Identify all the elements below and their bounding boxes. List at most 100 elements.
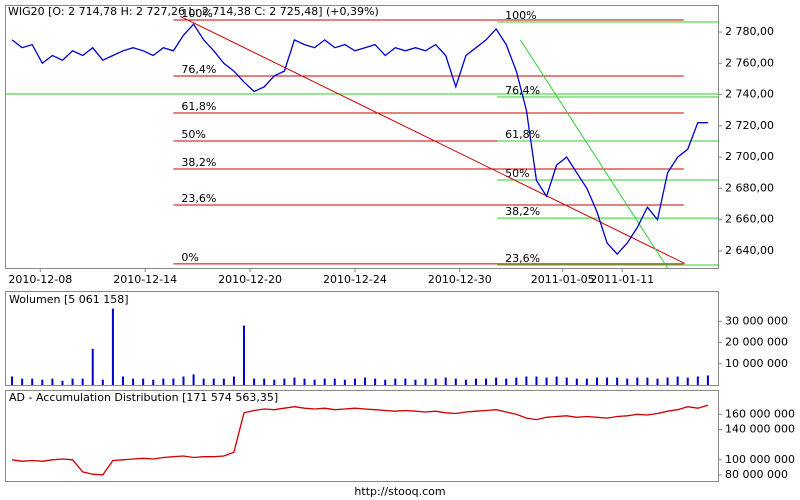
y-tick-label: 140 000 000: [725, 422, 795, 435]
volume-bar: [525, 376, 528, 385]
y-tick-label: 2 700,00: [725, 150, 774, 163]
volume-bar: [323, 378, 326, 385]
volume-title: Wolumen [5 061 158]: [9, 293, 129, 306]
y-tick-label: 160 000 000: [725, 407, 795, 420]
x-tick-label: 2010-12-24: [323, 273, 387, 286]
y-tick-label: 2 740,00: [725, 88, 774, 101]
volume-bar: [142, 378, 145, 385]
fib-label: 50%: [181, 128, 205, 141]
series-line: [11, 23, 708, 256]
x-tick-label: 2010-12-20: [218, 273, 282, 286]
volume-bar: [162, 378, 165, 385]
volume-bar: [212, 378, 215, 385]
volume-bar: [666, 377, 669, 385]
volume-bar: [283, 378, 286, 385]
volume-bar: [273, 379, 276, 385]
volume-bar: [384, 379, 387, 385]
volume-bar: [626, 378, 629, 385]
y-tick-label: 20 000 000: [725, 336, 788, 349]
y-tick-label: 80 000 000: [725, 468, 788, 481]
volume-bar: [253, 378, 256, 385]
ad-panel: [5, 390, 719, 482]
fib-label: 61,8%: [181, 100, 216, 113]
volume-bar: [21, 378, 24, 385]
fib-label: 23,6%: [181, 192, 216, 205]
volume-bar: [434, 378, 437, 385]
volume-bar: [656, 378, 659, 385]
volume-bar: [474, 378, 477, 385]
volume-bar: [424, 378, 427, 385]
y-tick-label: 2 780,00: [725, 25, 774, 38]
y-tick-label: 2 680,00: [725, 181, 774, 194]
fib-label: 100%: [181, 7, 212, 20]
volume-bar: [353, 378, 356, 385]
footer: http://stooq.com: [354, 485, 445, 498]
fib-label: 61,8%: [505, 128, 540, 141]
volume-bar: [495, 377, 498, 385]
fib-label: 76,4%: [505, 84, 540, 97]
volume-bar: [31, 378, 34, 385]
volume-bar: [535, 376, 538, 385]
volume-bar: [111, 308, 114, 385]
volume-bar: [182, 376, 185, 385]
volume-bar: [646, 377, 649, 385]
x-tick-label: 2010-12-08: [8, 273, 72, 286]
volume-bar: [333, 378, 336, 385]
volume-bar: [454, 378, 457, 385]
series-line: [12, 404, 709, 476]
x-tick-label: 2010-12-30: [428, 273, 492, 286]
volume-bar: [343, 379, 346, 385]
fib-label: 23,6%: [505, 252, 540, 265]
x-tick-label: 2011-01-11: [590, 273, 654, 286]
volume-bar: [606, 377, 609, 385]
volume-bar: [71, 378, 74, 385]
volume-bar: [364, 377, 367, 385]
volume-bar: [414, 379, 417, 385]
volume-bar: [464, 379, 467, 385]
volume-bar: [676, 376, 679, 385]
volume-bar: [51, 378, 54, 385]
volume-bar: [243, 325, 246, 385]
volume-bar: [394, 378, 397, 385]
volume-bar: [303, 378, 306, 385]
volume-bar: [686, 377, 689, 385]
volume-bar: [444, 377, 447, 385]
y-tick-label: 2 660,00: [725, 213, 774, 226]
trend-line: [519, 39, 668, 269]
volume-bar: [515, 377, 518, 385]
volume-bar: [585, 378, 588, 385]
volume-bar: [263, 378, 266, 385]
volume-bar: [595, 377, 598, 385]
volume-bar: [555, 376, 558, 385]
volume-bar: [41, 379, 44, 385]
fib-label: 0%: [181, 251, 198, 264]
trend-line: [180, 15, 685, 264]
volume-bar: [636, 377, 639, 385]
volume-bar: [222, 378, 225, 385]
volume-bar: [202, 378, 205, 385]
volume-bar: [152, 379, 155, 385]
chart-title: WIG20 [O: 2 714,78 H: 2 727,26 L: 2 714,…: [8, 5, 379, 18]
volume-bar: [696, 376, 699, 385]
volume-bar: [313, 379, 316, 385]
y-tick-label: 2 720,00: [725, 119, 774, 132]
price-panel: [5, 5, 719, 269]
y-tick-label: 2 760,00: [725, 56, 774, 69]
volume-bar: [505, 378, 508, 385]
volume-bar: [706, 375, 709, 385]
y-tick-label: 2 640,00: [725, 244, 774, 257]
volume-bar: [485, 378, 488, 385]
volume-bar: [545, 377, 548, 385]
volume-bar: [575, 378, 578, 385]
y-tick-label: 10 000 000: [725, 357, 788, 370]
volume-bar: [91, 348, 94, 385]
volume-bar: [61, 380, 64, 385]
x-tick-label: 2010-12-14: [113, 273, 177, 286]
volume-bar: [565, 377, 568, 385]
volume-bar: [232, 376, 235, 385]
volume-bar: [616, 377, 619, 385]
volume-bar: [81, 378, 84, 385]
volume-bar: [101, 379, 104, 385]
volume-bar: [192, 374, 195, 385]
